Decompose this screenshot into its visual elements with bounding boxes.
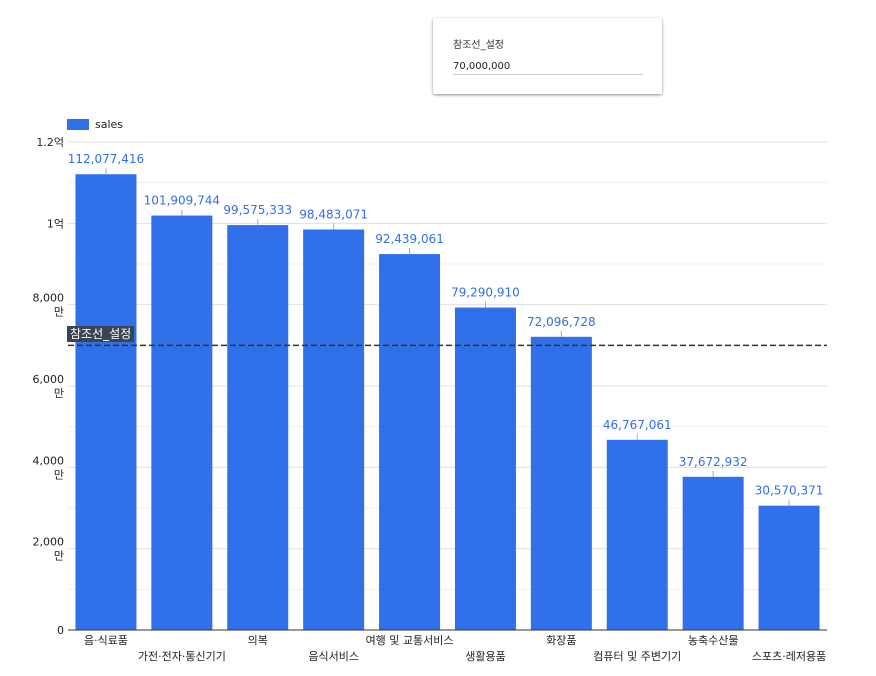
x-tick-label: 스포츠·레저용품 [752, 650, 826, 663]
bar [379, 254, 441, 630]
x-tick-label: 생활용품 [465, 649, 505, 663]
legend-label: sales [95, 118, 124, 131]
y-tick-label: 8,000 만 [33, 292, 65, 319]
legend-swatch [67, 119, 89, 130]
bar [227, 225, 289, 631]
bar [758, 505, 820, 630]
bar [151, 215, 213, 630]
x-tick-label: 가전·전자·통신기기 [138, 650, 226, 663]
x-tick-label: 여행 및 교통서비스 [366, 634, 454, 647]
data-label: 99,575,333 [223, 203, 292, 217]
reference-line-control: 참조선_설정 [433, 18, 662, 94]
reference-line-tag: 참조선_설정 [67, 326, 135, 342]
data-label: 101,909,744 [144, 194, 220, 208]
bar [530, 336, 592, 630]
x-tick-label: 화장품 [546, 634, 576, 647]
y-tick-label: 4,000 만 [33, 454, 65, 481]
x-tick-label: 농축수산물 [688, 634, 739, 647]
bar [606, 439, 668, 630]
reference-line-label: 참조선_설정 [453, 40, 504, 51]
x-tick-label: 컴퓨터 및 주변기기 [593, 650, 681, 663]
y-tick-label: 0 [57, 624, 64, 637]
bar [454, 307, 516, 630]
x-tick-label: 의복 [248, 634, 268, 647]
data-label: 79,290,910 [451, 286, 520, 300]
bar [303, 229, 365, 630]
data-label: 98,483,071 [299, 208, 368, 222]
data-label: 92,439,061 [375, 232, 444, 246]
y-tick-label: 1.2억 [36, 136, 64, 149]
x-tick-label: 음·식료품 [84, 634, 128, 647]
data-label: 46,767,061 [603, 418, 672, 432]
bar [75, 174, 137, 630]
y-tick-label: 2,000 만 [33, 536, 65, 563]
reference-line-input[interactable] [453, 58, 643, 75]
y-tick-label: 6,000 만 [33, 373, 65, 400]
data-label: 30,570,371 [755, 484, 824, 498]
data-label: 72,096,728 [527, 315, 596, 329]
data-label: 112,077,416 [68, 152, 144, 166]
x-tick-label: 음식서비스 [308, 650, 359, 663]
y-tick-label: 1억 [47, 217, 64, 230]
data-label: 37,672,932 [679, 455, 748, 469]
bar [682, 476, 744, 630]
